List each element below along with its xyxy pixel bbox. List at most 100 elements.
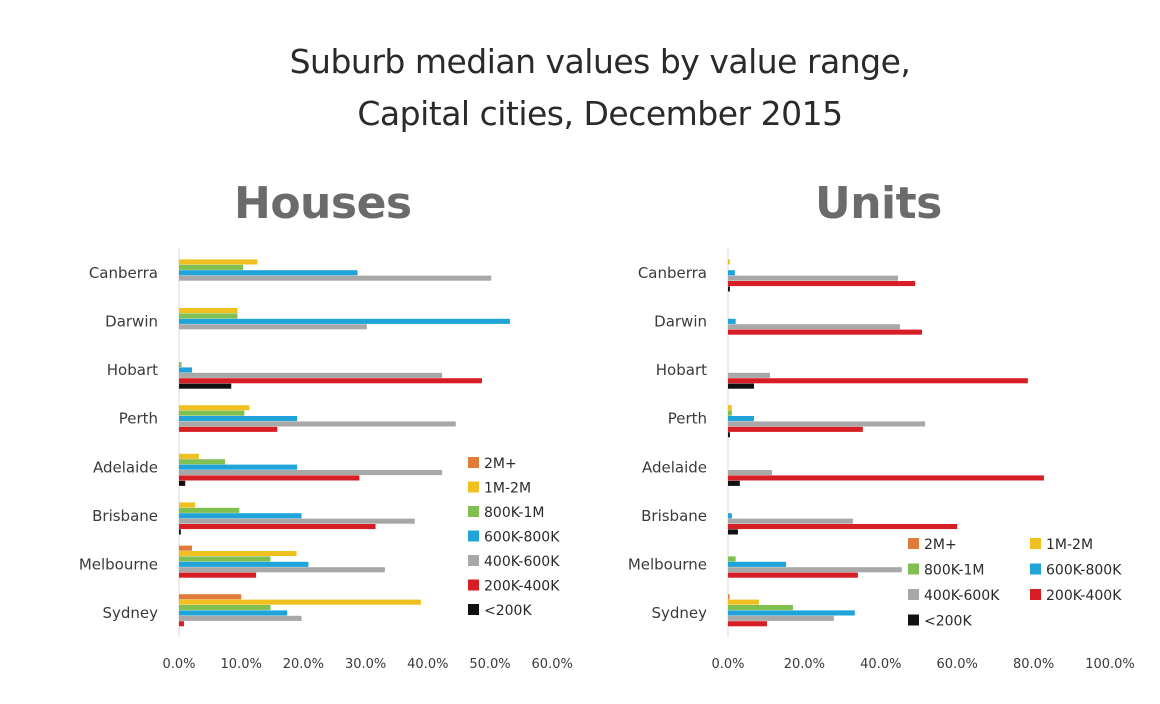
legend-label: <200K xyxy=(484,603,532,619)
category-label: Darwin xyxy=(105,313,158,331)
category-label: Hobart xyxy=(107,361,158,379)
bar xyxy=(728,556,736,562)
bar xyxy=(728,275,898,281)
bar xyxy=(179,507,240,513)
category-label: Sydney xyxy=(102,604,158,622)
bar xyxy=(179,470,443,476)
bar xyxy=(179,502,196,508)
bar xyxy=(179,459,226,465)
legend-swatch xyxy=(908,614,919,626)
bar xyxy=(728,324,900,330)
legend-label: 800K-1M xyxy=(924,563,984,579)
bar xyxy=(728,329,923,335)
bar xyxy=(728,518,853,524)
category-label: Brisbane xyxy=(641,507,707,525)
bar xyxy=(179,410,245,416)
legend-swatch xyxy=(908,563,919,575)
bar xyxy=(728,594,730,600)
x-tick-label: 100.0% xyxy=(1085,657,1135,672)
bar xyxy=(179,572,257,578)
category-label: Melbourne xyxy=(628,556,707,574)
legend-label: 200K-400K xyxy=(1046,588,1122,604)
bar xyxy=(179,313,238,319)
legend-label: 400K-600K xyxy=(484,554,560,570)
category-label: Melbourne xyxy=(79,556,158,574)
category-label: Darwin xyxy=(654,313,707,331)
bar xyxy=(728,524,958,530)
bar xyxy=(179,561,309,567)
x-tick-label: 60.0% xyxy=(937,657,978,672)
bar xyxy=(179,367,193,373)
bar xyxy=(179,556,271,562)
bar xyxy=(179,610,288,616)
bar xyxy=(728,605,793,611)
x-tick-label: 40.0% xyxy=(407,657,448,672)
bar xyxy=(179,275,492,281)
x-tick-label: 40.0% xyxy=(860,657,901,672)
units-panel-title: Units xyxy=(815,178,942,229)
bar xyxy=(179,264,244,270)
bar xyxy=(179,421,456,427)
bar xyxy=(179,475,360,481)
bar xyxy=(179,529,181,535)
x-tick-label: 50.0% xyxy=(469,657,510,672)
x-tick-label: 80.0% xyxy=(1013,657,1054,672)
bar xyxy=(728,426,863,432)
x-tick-label: 30.0% xyxy=(345,657,386,672)
bar xyxy=(728,567,902,573)
bar xyxy=(179,308,238,314)
bar xyxy=(728,480,740,486)
bar xyxy=(728,599,759,605)
x-tick-label: 20.0% xyxy=(784,657,825,672)
x-tick-label: 0.0% xyxy=(711,657,744,672)
bar xyxy=(728,513,732,519)
bar xyxy=(179,259,258,265)
legend-label: 1M-2M xyxy=(1046,537,1093,553)
bar xyxy=(728,405,732,411)
legend-label: 2M+ xyxy=(484,456,517,472)
legend-label: 800K-1M xyxy=(484,505,544,521)
legend-label: 1M-2M xyxy=(484,481,531,497)
bar xyxy=(728,410,732,416)
bar xyxy=(728,529,738,535)
legend-label: 2M+ xyxy=(924,537,957,553)
bar xyxy=(728,378,1028,384)
bar xyxy=(179,567,385,573)
chart-title-line1: Suburb median values by value range, xyxy=(289,42,911,81)
x-tick-label: 60.0% xyxy=(532,657,573,672)
category-label: Hobart xyxy=(656,361,707,379)
bar xyxy=(728,270,735,276)
bar xyxy=(179,594,242,600)
category-label: Sydney xyxy=(651,604,707,622)
category-label: Canberra xyxy=(638,264,707,282)
bar xyxy=(728,318,736,324)
legend-swatch xyxy=(908,589,919,600)
bar xyxy=(728,421,926,427)
legend-swatch xyxy=(468,481,479,493)
bar xyxy=(179,615,302,621)
category-label: Perth xyxy=(119,410,158,428)
category-label: Canberra xyxy=(89,264,158,282)
bar xyxy=(728,416,754,422)
bar xyxy=(179,605,271,611)
bar xyxy=(728,286,730,292)
legend-swatch xyxy=(1030,589,1041,600)
bar xyxy=(179,545,193,551)
bar xyxy=(179,513,302,519)
bar xyxy=(728,259,730,265)
chart-title-line2: Capital cities, December 2015 xyxy=(357,94,843,133)
bar xyxy=(728,281,916,287)
houses-panel-title: Houses xyxy=(234,178,412,229)
bar xyxy=(179,372,443,378)
bar xyxy=(179,551,297,557)
bar xyxy=(728,475,1044,481)
bar xyxy=(179,324,367,330)
bar xyxy=(179,405,250,411)
bar xyxy=(728,432,730,438)
category-label: Adelaide xyxy=(93,458,158,476)
bar xyxy=(179,524,376,530)
bar xyxy=(728,610,855,616)
category-label: Adelaide xyxy=(642,458,707,476)
